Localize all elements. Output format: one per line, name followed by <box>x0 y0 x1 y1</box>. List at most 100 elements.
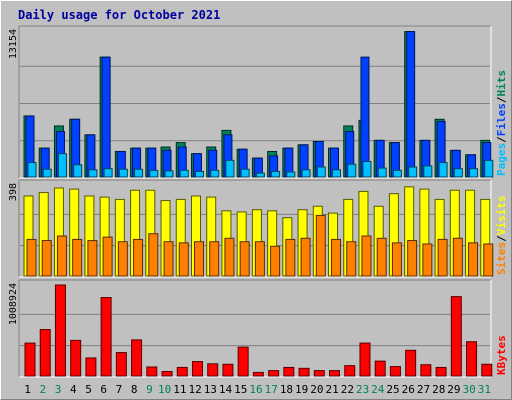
sites-bar <box>117 241 128 277</box>
sites-bar <box>391 242 402 277</box>
kbytes-bar <box>176 366 188 377</box>
kbytes-bar <box>313 370 325 377</box>
x-tick-label: 5 <box>85 383 92 396</box>
kbytes-bar <box>131 339 143 377</box>
pages-bar <box>42 168 52 178</box>
legend-separator: / <box>495 136 508 143</box>
pages-bar <box>118 168 128 178</box>
x-tick-label: 14 <box>219 383 233 396</box>
sites-bar <box>452 237 463 277</box>
kbytes-bar <box>374 360 386 377</box>
pages-bar <box>332 169 342 178</box>
sites-bar <box>285 238 296 277</box>
sites-bar <box>41 240 52 277</box>
kbytes-bar <box>405 349 417 377</box>
kbytes-bar <box>39 329 51 377</box>
files-bar <box>360 56 370 178</box>
hits-files-pages-legend: Pages/Files/Hits <box>495 70 508 176</box>
x-tick-label: 17 <box>265 383 278 396</box>
x-tick-label: 19 <box>295 383 308 396</box>
x-tick-label: 28 <box>432 383 445 396</box>
pages-bar <box>392 169 402 178</box>
x-tick-label: 7 <box>116 383 123 396</box>
pages-bar <box>134 168 144 178</box>
x-tick-label: 4 <box>70 383 77 396</box>
pages-bar <box>408 166 418 178</box>
legend-entry-files: Files <box>495 103 508 136</box>
sites-bar <box>483 243 494 277</box>
x-tick-label: 20 <box>310 383 323 396</box>
kbytes-bar <box>115 352 127 377</box>
x-tick-label: 26 <box>402 383 415 396</box>
kbytes-bar <box>146 366 158 377</box>
x-tick-label: 9 <box>146 383 153 396</box>
sites-bar <box>254 241 265 277</box>
kbytes-bar <box>100 297 112 377</box>
sites-bar <box>133 238 144 277</box>
x-tick-label: 25 <box>386 383 399 396</box>
pages-bar <box>210 169 220 178</box>
pages-bar <box>149 169 159 178</box>
x-tick-label: 13 <box>204 383 217 396</box>
visits-sites-legend: Sites/Visits <box>495 196 508 276</box>
chart-title: Daily usage for October 2021 <box>18 8 220 22</box>
pages-bar <box>271 170 281 178</box>
sites-bar <box>102 236 113 277</box>
pages-bar <box>438 162 448 178</box>
files-bar <box>406 31 416 178</box>
kbytes-bar <box>389 366 401 377</box>
legend-entry-sites: Sites <box>495 242 508 275</box>
pages-bar <box>469 168 479 178</box>
kbytes-bar <box>161 370 173 377</box>
sites-bar <box>437 238 448 277</box>
kbytes-bar <box>450 296 462 377</box>
hits-files-pages-ymax-label: 13154 <box>8 29 19 59</box>
x-tick-label: 10 <box>158 383 171 396</box>
files-bar <box>101 56 111 178</box>
kbytes-bar <box>85 357 97 377</box>
pages-bar <box>164 170 174 178</box>
kbytes-bar <box>283 366 295 377</box>
kbytes-legend: KBytes <box>495 335 508 375</box>
pages-bar <box>194 170 204 178</box>
kbytes-bar <box>237 346 249 377</box>
x-tick-label: 18 <box>280 383 293 396</box>
kbytes-bar <box>329 370 341 377</box>
x-tick-label: 16 <box>249 383 262 396</box>
sites-bar <box>224 237 235 277</box>
pages-bar <box>73 164 83 178</box>
sites-bar <box>72 238 83 277</box>
pages-bar <box>286 171 296 178</box>
x-tick-label: 29 <box>447 383 460 396</box>
x-tick-label: 24 <box>371 383 385 396</box>
legend-separator: / <box>495 96 508 103</box>
sites-bar <box>239 241 250 277</box>
legend-entry-kbytes: KBytes <box>495 335 508 375</box>
x-tick-label: 3 <box>55 383 62 396</box>
sites-bar <box>407 240 418 277</box>
x-tick-label: 6 <box>100 383 107 396</box>
sites-bar <box>300 237 311 277</box>
x-tick-label: 15 <box>234 383 247 396</box>
kbytes-bar <box>54 284 66 377</box>
kbytes-bar <box>344 365 356 377</box>
pages-bar <box>88 169 98 178</box>
kbytes-bar <box>191 361 203 377</box>
pages-bar <box>316 166 326 178</box>
legend-separator: / <box>495 235 508 242</box>
legend-entry-hits: Hits <box>495 70 508 97</box>
x-tick-label: 31 <box>478 383 491 396</box>
pages-bar <box>301 169 311 178</box>
x-tick-label: 2 <box>40 383 47 396</box>
kbytes-bar <box>298 367 310 377</box>
kbytes-bar <box>435 366 447 377</box>
x-tick-label: 12 <box>188 383 201 396</box>
pages-bar <box>225 159 235 178</box>
kbytes-bar <box>70 339 82 377</box>
x-tick-label: 22 <box>341 383 354 396</box>
sites-bar <box>315 214 326 277</box>
sites-bar <box>163 241 174 277</box>
sites-bar <box>468 242 479 277</box>
x-tick-label: 1 <box>24 383 31 396</box>
